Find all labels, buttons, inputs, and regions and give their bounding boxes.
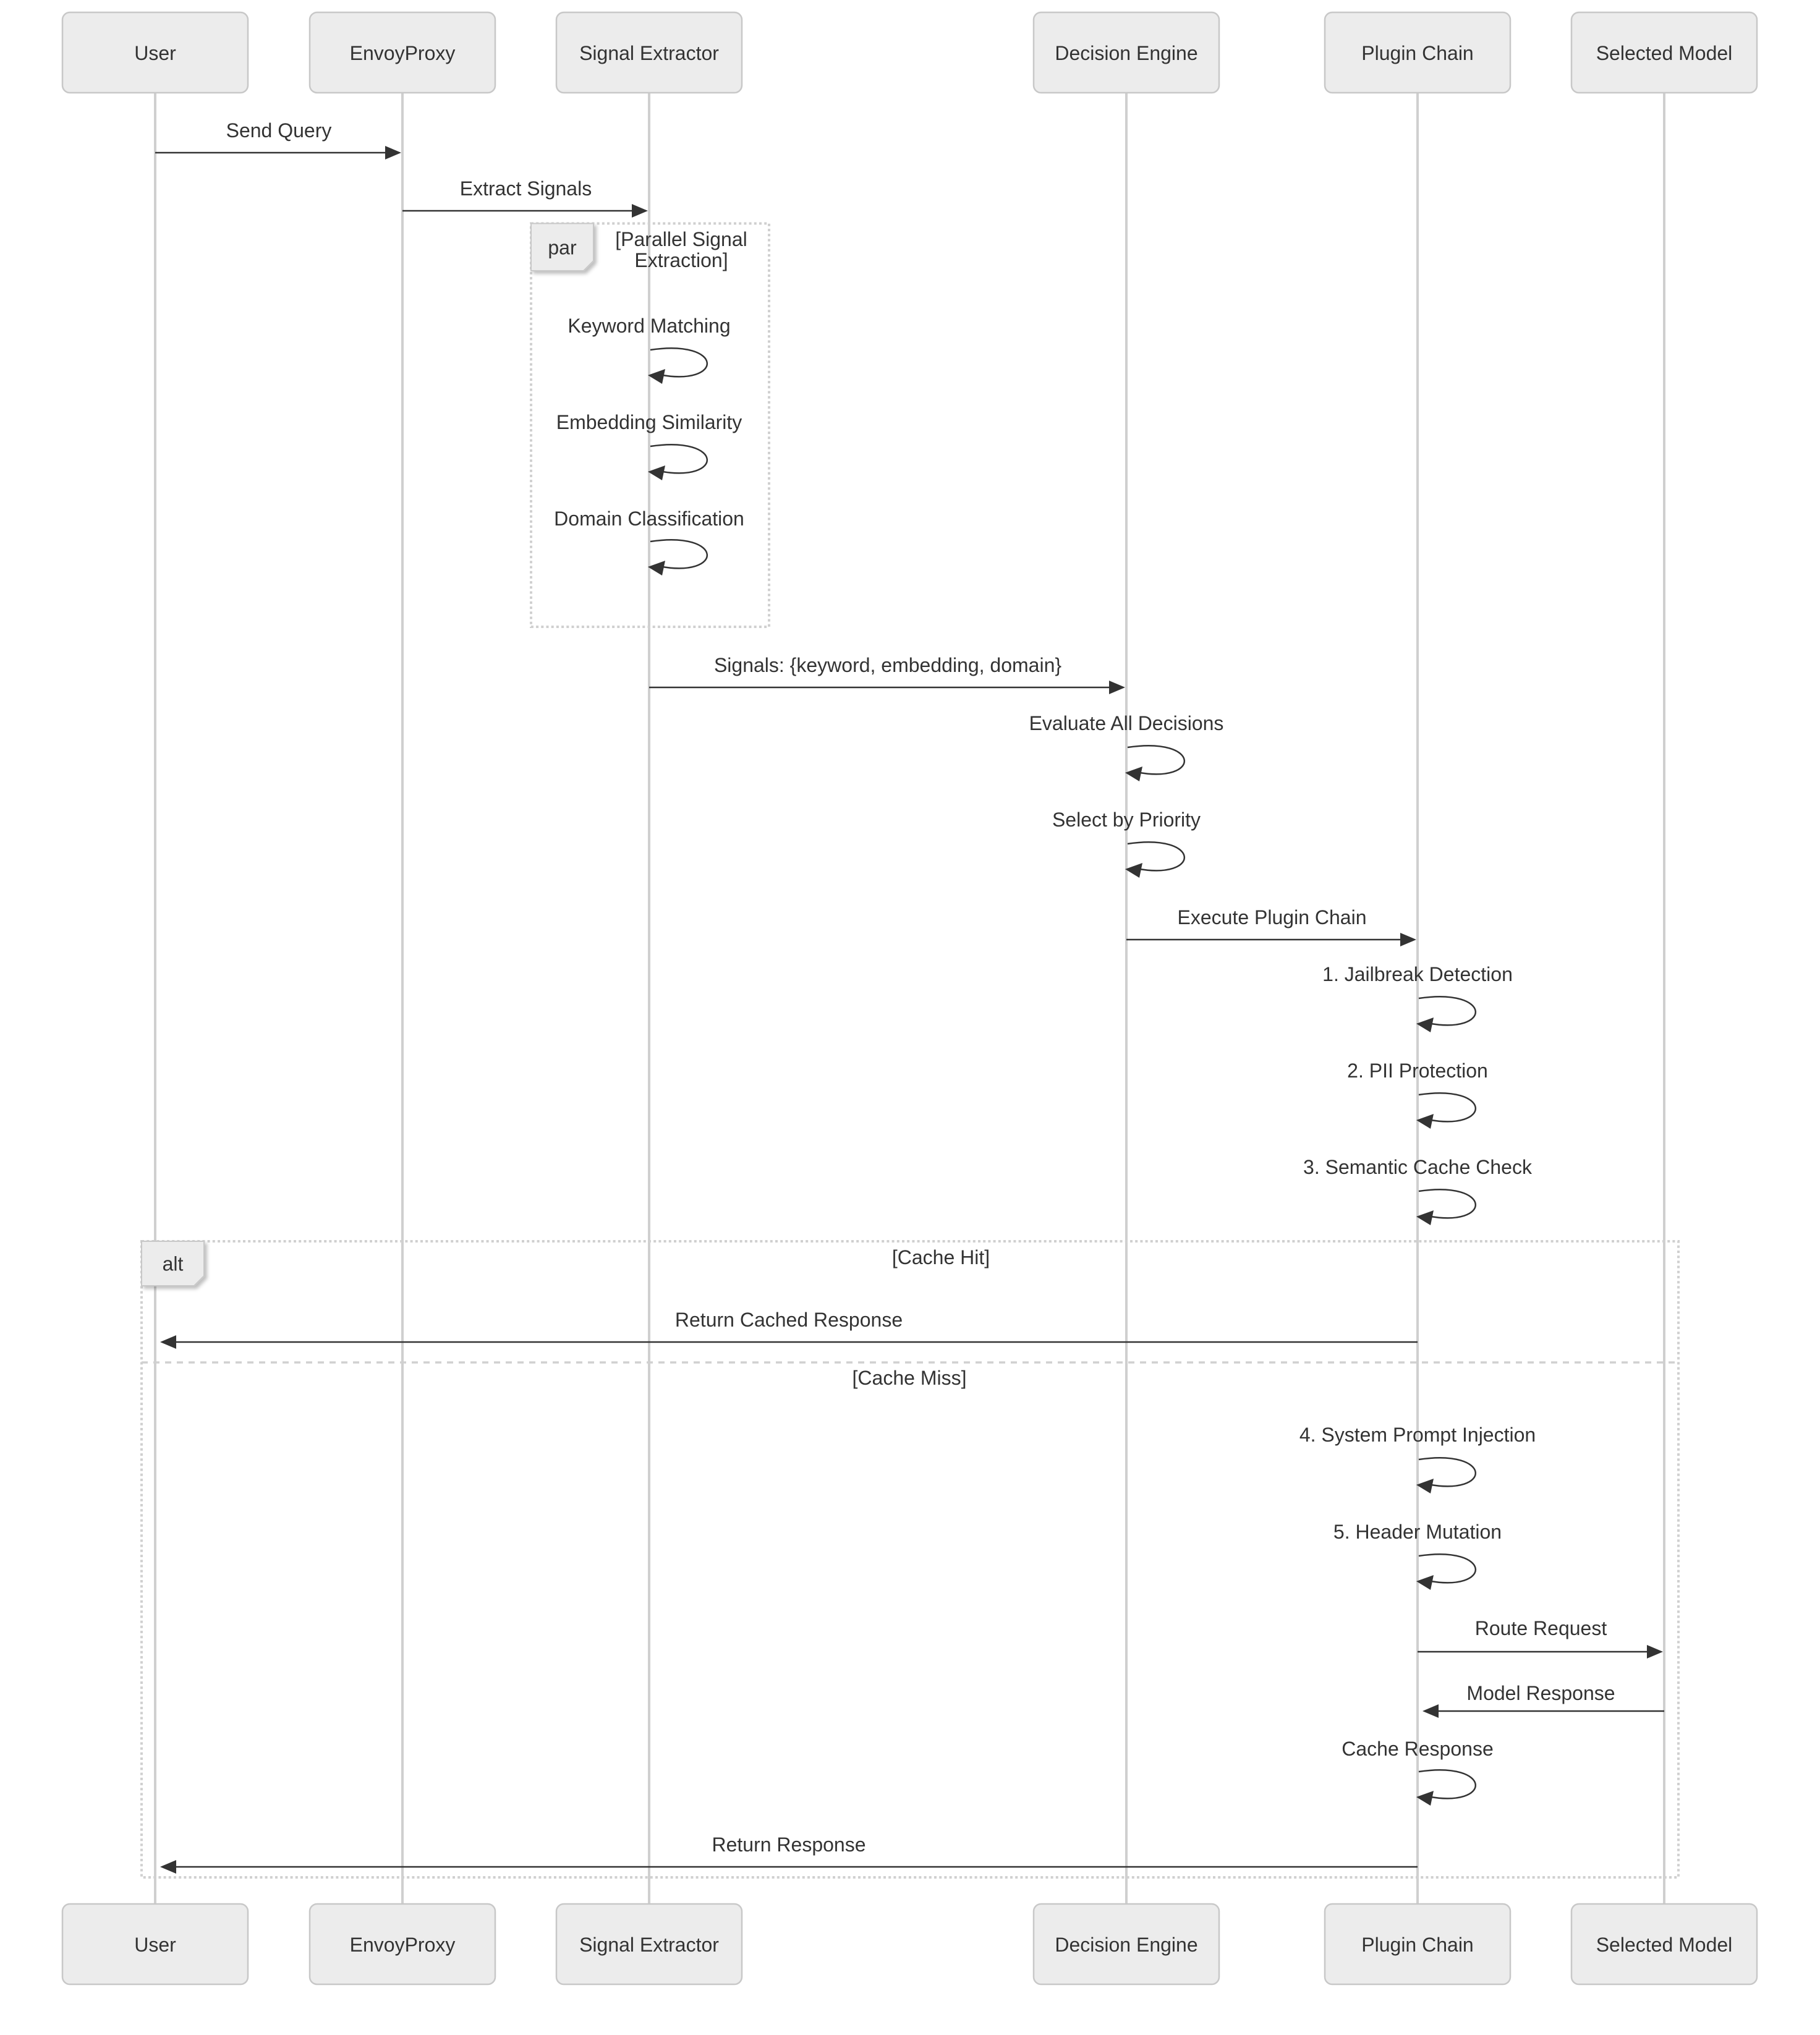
svg-text:Extract Signals: Extract Signals <box>460 177 592 200</box>
svg-text:[Parallel Signal: [Parallel Signal <box>615 228 747 250</box>
svg-text:Selected Model: Selected Model <box>1596 42 1733 64</box>
svg-text:Plugin Chain: Plugin Chain <box>1361 42 1473 64</box>
svg-text:Evaluate All Decisions: Evaluate All Decisions <box>1029 712 1224 734</box>
svg-text:Signal Extractor: Signal Extractor <box>579 1934 719 1956</box>
svg-text:Model Response: Model Response <box>1466 1682 1615 1704</box>
svg-text:[Cache Hit]: [Cache Hit] <box>892 1246 990 1268</box>
svg-text:[Cache Miss]: [Cache Miss] <box>853 1367 967 1389</box>
svg-text:Return Response: Return Response <box>712 1833 865 1856</box>
svg-text:Signals: {keyword, embedding,: Signals: {keyword, embedding, domain} <box>714 654 1061 676</box>
svg-text:5. Header Mutation: 5. Header Mutation <box>1333 1521 1502 1543</box>
svg-text:Domain Classification: Domain Classification <box>554 508 744 530</box>
svg-text:Signal Extractor: Signal Extractor <box>579 42 719 64</box>
svg-text:Embedding Similarity: Embedding Similarity <box>556 411 742 433</box>
svg-text:Select by Priority: Select by Priority <box>1052 809 1201 831</box>
svg-text:Execute Plugin Chain: Execute Plugin Chain <box>1178 906 1367 928</box>
svg-text:User: User <box>134 1934 176 1956</box>
svg-text:Decision Engine: Decision Engine <box>1055 1934 1197 1956</box>
svg-text:Decision Engine: Decision Engine <box>1055 42 1197 64</box>
svg-text:EnvoyProxy: EnvoyProxy <box>350 42 456 64</box>
svg-text:User: User <box>134 42 176 64</box>
svg-text:2. PII Protection: 2. PII Protection <box>1347 1060 1488 1082</box>
svg-text:Extraction]: Extraction] <box>634 249 728 271</box>
svg-text:4. System Prompt Injection: 4. System Prompt Injection <box>1299 1424 1536 1446</box>
svg-text:3. Semantic Cache Check: 3. Semantic Cache Check <box>1303 1156 1533 1178</box>
svg-text:EnvoyProxy: EnvoyProxy <box>350 1934 456 1956</box>
svg-text:Route Request: Route Request <box>1475 1617 1607 1639</box>
svg-text:Send Query: Send Query <box>226 119 332 142</box>
svg-text:Cache Response: Cache Response <box>1342 1738 1493 1760</box>
svg-text:Return Cached Response: Return Cached Response <box>675 1309 903 1331</box>
svg-text:Plugin Chain: Plugin Chain <box>1361 1934 1473 1956</box>
svg-text:Keyword Matching: Keyword Matching <box>568 315 730 337</box>
svg-text:1. Jailbreak Detection: 1. Jailbreak Detection <box>1322 963 1513 985</box>
svg-text:Selected Model: Selected Model <box>1596 1934 1733 1956</box>
svg-text:alt: alt <box>163 1253 184 1275</box>
svg-text:par: par <box>548 236 577 258</box>
